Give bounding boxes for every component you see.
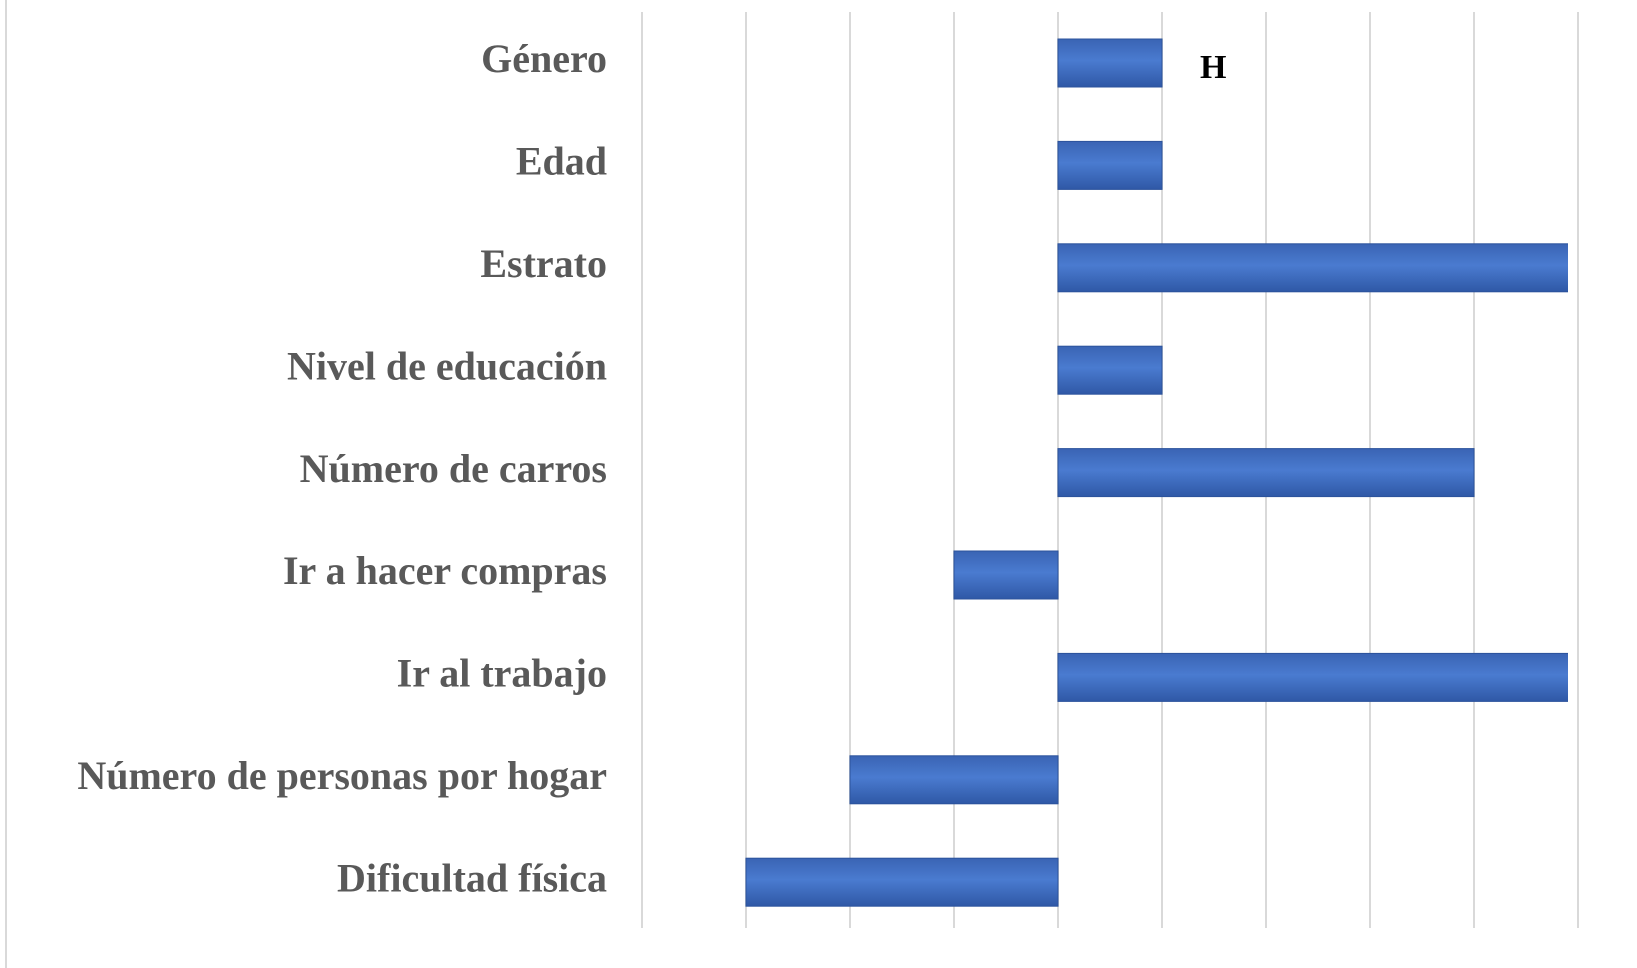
category-label: Nivel de educación	[287, 343, 607, 388]
category-label: Dificultad física	[337, 855, 607, 900]
bar	[953, 550, 1059, 600]
category-label: Ir al trabajo	[397, 651, 607, 696]
bar	[1057, 448, 1475, 498]
category-label: Género	[481, 36, 607, 81]
labels: Género Edad Estrato Nivel de educación Númer…	[77, 36, 607, 900]
bar	[1057, 140, 1163, 190]
bar	[849, 755, 1059, 805]
category-label: Número de personas por hogar	[77, 753, 607, 798]
bar	[1057, 38, 1163, 88]
category-label: Estrato	[480, 241, 607, 286]
category-label: Ir a hacer compras	[283, 548, 607, 593]
annotation: H	[1200, 49, 1226, 86]
category-label: Edad	[516, 139, 607, 184]
bar	[745, 857, 1059, 907]
category-label: Número de carros	[300, 446, 607, 491]
bar	[1057, 243, 1568, 293]
bars	[745, 38, 1568, 907]
bar	[1057, 652, 1568, 702]
bar	[1057, 345, 1163, 395]
